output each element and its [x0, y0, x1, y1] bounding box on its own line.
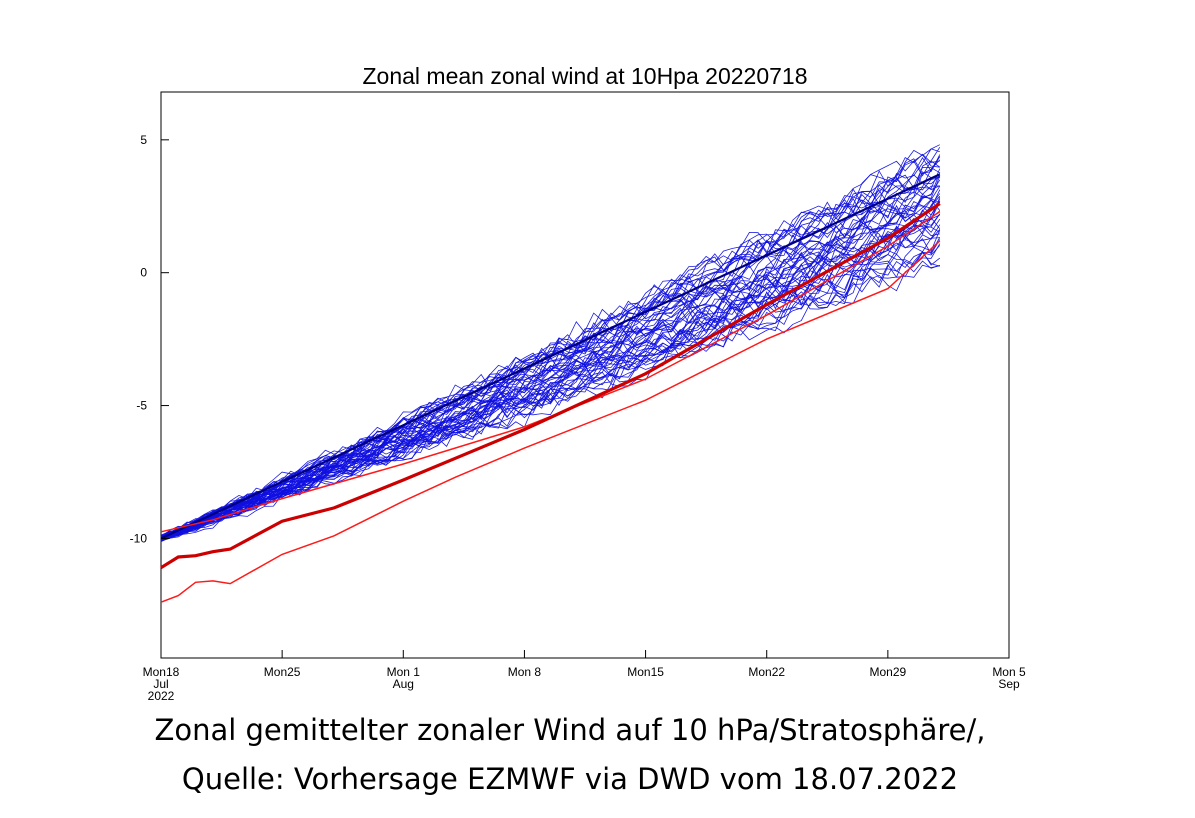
x-tick-label: Mon22 — [748, 665, 785, 679]
x-tick-label: Mon 8 — [508, 665, 542, 679]
ensemble-member-line — [160, 229, 941, 539]
ensemble-mean-line — [160, 173, 941, 540]
y-tick-label: 0 — [140, 266, 147, 280]
ensemble-member-line — [160, 175, 941, 541]
reference-series-line — [160, 210, 941, 533]
x-tick-label: Mon29 — [870, 665, 907, 679]
x-tick-label: Aug — [393, 677, 414, 691]
y-tick-label: -5 — [136, 399, 147, 413]
x-tick-label: 2022 — [148, 689, 175, 703]
y-tick-label: 5 — [140, 133, 147, 147]
reference-series-line — [160, 240, 941, 603]
x-tick-label: Sep — [998, 677, 1020, 691]
ensemble-member-line — [160, 154, 940, 536]
series-layer — [160, 202, 941, 603]
ensemble-member-line — [160, 185, 941, 536]
x-tick-label: Jul — [153, 677, 168, 691]
reference-series-line — [160, 202, 941, 570]
ensemble-member-line — [160, 184, 940, 539]
ensemble-member-line — [160, 168, 941, 542]
x-tick-label: Mon 1 — [387, 665, 421, 679]
ensemble-members — [160, 144, 941, 542]
x-tick-label: Mon25 — [264, 665, 301, 679]
ensemble-member-line — [160, 154, 941, 538]
caption-line-2: Quelle: Vorhersage EZMWF via DWD vom 18.… — [181, 762, 959, 796]
ensemble-member-line — [160, 156, 941, 541]
caption-line-1: Zonal gemittelter zonaler Wind auf 10 hP… — [154, 713, 986, 747]
ensemble-member-line — [160, 214, 940, 537]
chart-title: Zonal mean zonal wind at 10Hpa 20220718 — [363, 63, 808, 89]
x-tick-label: Mon15 — [627, 665, 664, 679]
x-tick-label: Mon18 — [143, 665, 180, 679]
x-tick-label: Mon 5 — [992, 665, 1026, 679]
y-tick-label: -10 — [130, 531, 148, 545]
